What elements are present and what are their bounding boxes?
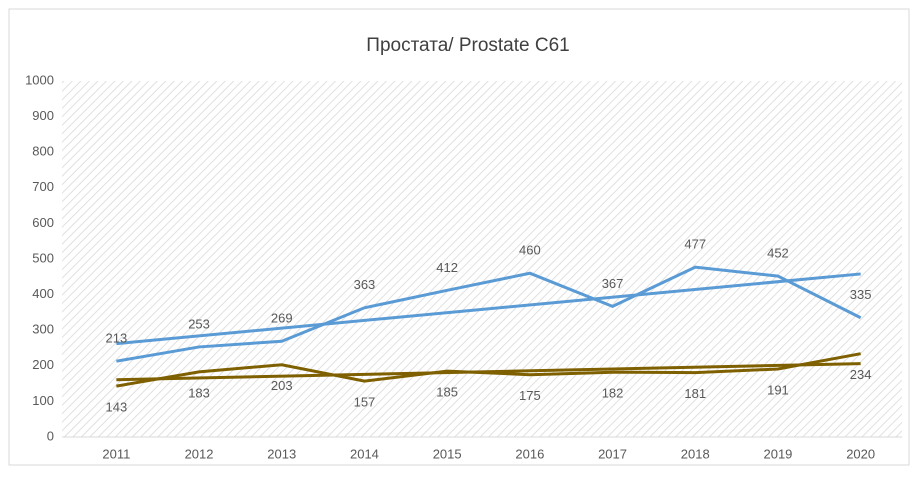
y-tick-label: 200 — [32, 357, 54, 372]
x-tick-label: 2017 — [598, 446, 627, 461]
data-label: 452 — [767, 246, 789, 261]
data-label: 477 — [684, 237, 706, 252]
data-label: 367 — [602, 276, 624, 291]
x-tick-label: 2018 — [681, 446, 710, 461]
y-tick-label: 300 — [32, 322, 54, 337]
line — [116, 265, 862, 363]
y-tick-label: 900 — [32, 108, 54, 123]
data-label: 412 — [436, 260, 458, 275]
data-label: 191 — [767, 382, 789, 397]
data-label: 185 — [436, 385, 458, 400]
x-tick-label: 2015 — [433, 446, 462, 461]
data-label: 157 — [354, 395, 376, 410]
y-tick-label: 0 — [47, 428, 54, 443]
data-label: 363 — [354, 277, 376, 292]
y-tick-label: 800 — [32, 144, 54, 159]
y-tick-label: 500 — [32, 250, 54, 265]
y-tick-label: 100 — [32, 393, 54, 408]
chart-title: Простата/ Prostate C61 — [366, 35, 569, 56]
x-tick-label: 2019 — [763, 446, 792, 461]
data-label: 253 — [188, 316, 210, 331]
data-label: 203 — [271, 378, 293, 393]
y-tick-label: 700 — [32, 179, 54, 194]
x-tick-label: 2013 — [267, 446, 296, 461]
data-label: 269 — [271, 311, 293, 326]
data-label: 183 — [188, 385, 210, 400]
data-label: 182 — [602, 386, 624, 401]
data-label: 181 — [684, 386, 706, 401]
x-tick-label: 2012 — [185, 446, 214, 461]
data-label: 175 — [519, 388, 541, 403]
y-tick-label: 400 — [32, 286, 54, 301]
x-tick-label: 2016 — [515, 446, 544, 461]
trendline — [116, 272, 861, 346]
x-tick-label: 2020 — [846, 446, 875, 461]
y-tick-label: 600 — [32, 215, 54, 230]
data-label: 213 — [105, 331, 127, 346]
x-tick-label: 2014 — [350, 446, 379, 461]
trendline — [116, 362, 861, 382]
data-label: 460 — [519, 243, 541, 258]
data-label: 335 — [850, 287, 872, 302]
x-tick-label: 2011 — [102, 446, 130, 461]
data-label: 234 — [850, 367, 872, 382]
data-label: 143 — [105, 400, 127, 415]
y-tick-label: 1000 — [25, 72, 54, 87]
